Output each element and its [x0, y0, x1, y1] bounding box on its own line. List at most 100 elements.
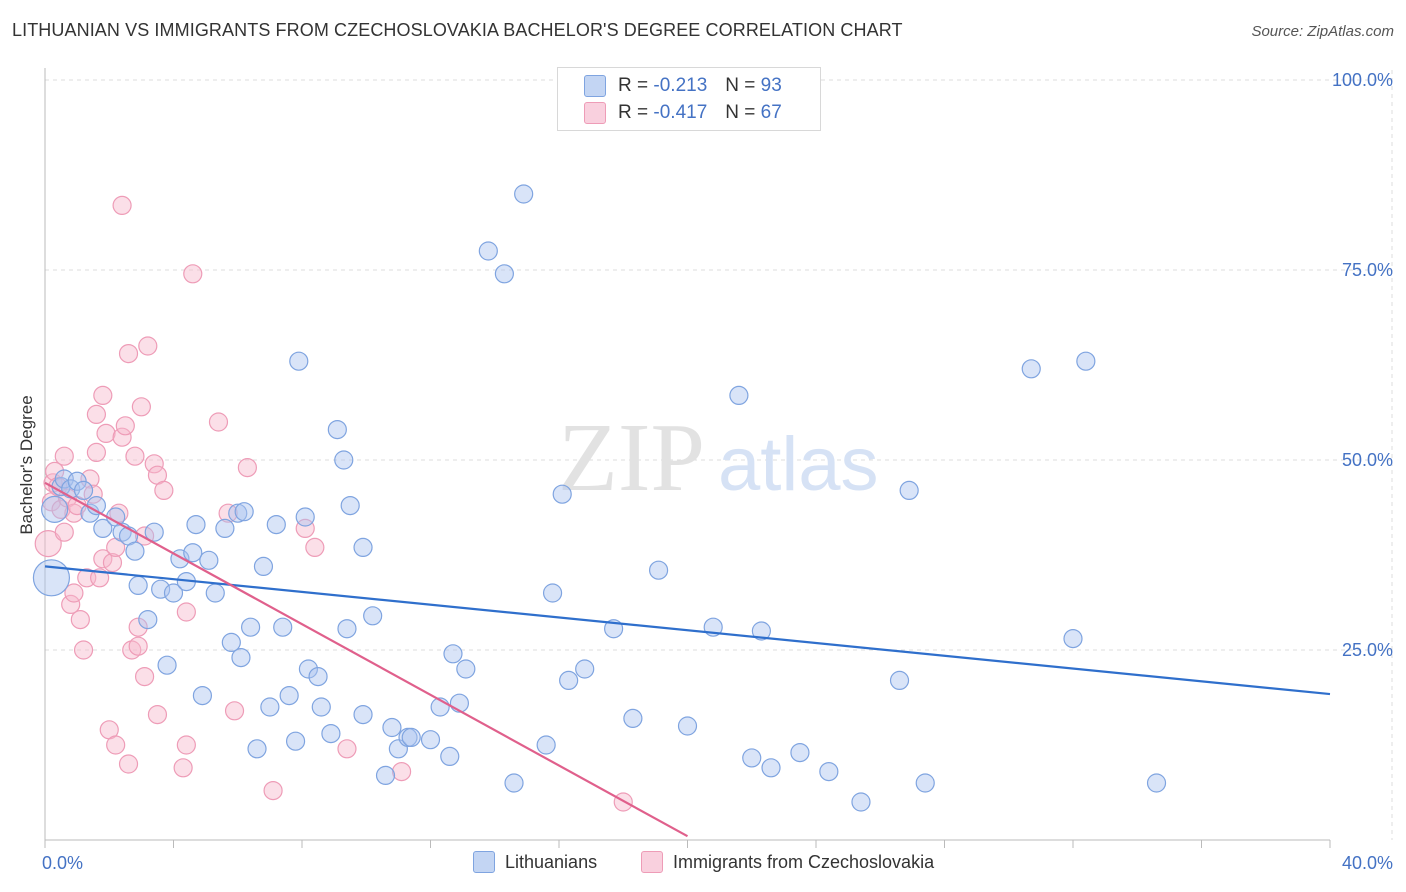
- point-lithuanians: [186, 514, 206, 535]
- point-lithuanians: [542, 583, 563, 603]
- point-immigrants: [112, 427, 132, 447]
- point-lithuanians: [363, 606, 383, 626]
- point-immigrants: [93, 549, 113, 569]
- point-lithuanians: [819, 761, 839, 782]
- point-immigrants: [295, 518, 315, 539]
- source-label: Source: ZipAtlas.com: [1251, 23, 1394, 40]
- point-lithuanians: [205, 583, 225, 603]
- n-label: N =: [725, 102, 756, 123]
- point-lithuanians: [536, 735, 556, 755]
- point-immigrants: [61, 594, 81, 615]
- point-lithuanians: [648, 560, 669, 580]
- legend-swatch-blue: [473, 851, 495, 873]
- point-lithuanians: [751, 621, 771, 641]
- point-lithuanians: [1063, 628, 1083, 649]
- legend-swatch-blue: [584, 75, 606, 97]
- point-lithuanians: [382, 717, 402, 738]
- point-immigrants: [51, 499, 71, 519]
- point-immigrants: [131, 397, 151, 417]
- watermark-atlas: atlas: [718, 422, 879, 507]
- point-immigrants: [125, 446, 145, 466]
- point-lithuanians: [241, 617, 261, 637]
- point-lithuanians: [247, 739, 267, 759]
- point-lithuanians: [157, 655, 177, 675]
- point-immigrants: [305, 537, 325, 558]
- point-lithuanians: [337, 619, 357, 639]
- point-lithuanians: [151, 579, 171, 599]
- point-lithuanians: [915, 773, 935, 793]
- legend-item-immigrants: Immigrants from Czechoslovakia: [641, 851, 934, 873]
- point-lithuanians: [494, 264, 514, 284]
- point-lithuanians: [514, 184, 534, 204]
- point-lithuanians: [260, 697, 280, 717]
- point-lithuanians: [321, 723, 341, 744]
- point-lithuanians: [32, 559, 71, 597]
- point-lithuanians: [790, 742, 810, 763]
- chart-title: LITHUANIAN VS IMMIGRANTS FROM CZECHOSLOV…: [12, 20, 903, 40]
- x-tick-label: 40.0%: [1342, 853, 1393, 873]
- legend-label: Lithuanians: [505, 851, 598, 872]
- point-lithuanians: [279, 685, 299, 706]
- r-label: R =: [618, 75, 649, 96]
- point-lithuanians: [221, 632, 241, 653]
- point-immigrants: [337, 739, 357, 759]
- legend-row-immigrants: R = -0.417 N = 67: [584, 101, 782, 125]
- point-lithuanians: [285, 731, 306, 751]
- legend-label: Immigrants from Czechoslovakia: [673, 851, 935, 872]
- point-lithuanians: [73, 480, 94, 500]
- point-lithuanians: [298, 659, 319, 679]
- point-lithuanians: [504, 773, 524, 793]
- y-tick-label: 75.0%: [1342, 260, 1393, 280]
- point-immigrants: [134, 666, 155, 687]
- point-lithuanians: [327, 420, 347, 440]
- trendline-lithuanians: [44, 565, 1331, 696]
- point-lithuanians: [375, 765, 396, 786]
- point-immigrants: [208, 412, 229, 432]
- point-immigrants: [128, 617, 148, 637]
- point-lithuanians: [456, 659, 476, 679]
- point-immigrants: [144, 454, 164, 474]
- point-immigrants: [224, 701, 245, 721]
- point-lithuanians: [125, 541, 145, 561]
- point-immigrants: [86, 404, 107, 424]
- point-lithuanians: [192, 685, 213, 706]
- point-immigrants: [106, 735, 126, 755]
- point-immigrants: [183, 264, 203, 284]
- point-immigrants: [118, 754, 139, 774]
- point-lithuanians: [183, 543, 203, 563]
- point-immigrants: [173, 758, 193, 778]
- point-lithuanians: [420, 730, 441, 750]
- point-immigrants: [64, 583, 84, 603]
- point-lithuanians: [163, 583, 184, 603]
- point-immigrants: [176, 602, 196, 622]
- point-lithuanians: [353, 537, 373, 558]
- point-immigrants: [70, 609, 90, 630]
- point-lithuanians: [334, 450, 354, 470]
- point-lithuanians: [266, 514, 286, 535]
- point-lithuanians: [228, 503, 248, 523]
- r-label: R =: [618, 102, 649, 123]
- point-lithuanians: [478, 241, 498, 261]
- point-lithuanians: [128, 575, 148, 596]
- point-lithuanians: [1076, 351, 1096, 371]
- y-tick-label: 50.0%: [1342, 450, 1393, 470]
- point-immigrants: [391, 761, 412, 782]
- watermark-zip: ZIP: [558, 404, 705, 512]
- point-lithuanians: [234, 502, 254, 522]
- point-lithuanians: [742, 748, 762, 768]
- point-lithuanians: [308, 666, 328, 687]
- point-lithuanians: [311, 697, 331, 717]
- y-tick-label: 25.0%: [1342, 640, 1393, 660]
- point-immigrants: [86, 442, 107, 462]
- point-immigrants: [112, 195, 132, 215]
- point-immigrants: [138, 336, 158, 356]
- point-immigrants: [83, 484, 103, 504]
- point-lithuanians: [273, 617, 293, 637]
- point-lithuanians: [761, 758, 781, 778]
- n-value: 93: [760, 75, 782, 96]
- watermark: ZIP atlas: [558, 404, 879, 512]
- point-lithuanians: [443, 644, 463, 664]
- r-value: -0.417: [653, 102, 708, 123]
- point-lithuanians: [1021, 359, 1041, 379]
- point-lithuanians: [199, 550, 219, 570]
